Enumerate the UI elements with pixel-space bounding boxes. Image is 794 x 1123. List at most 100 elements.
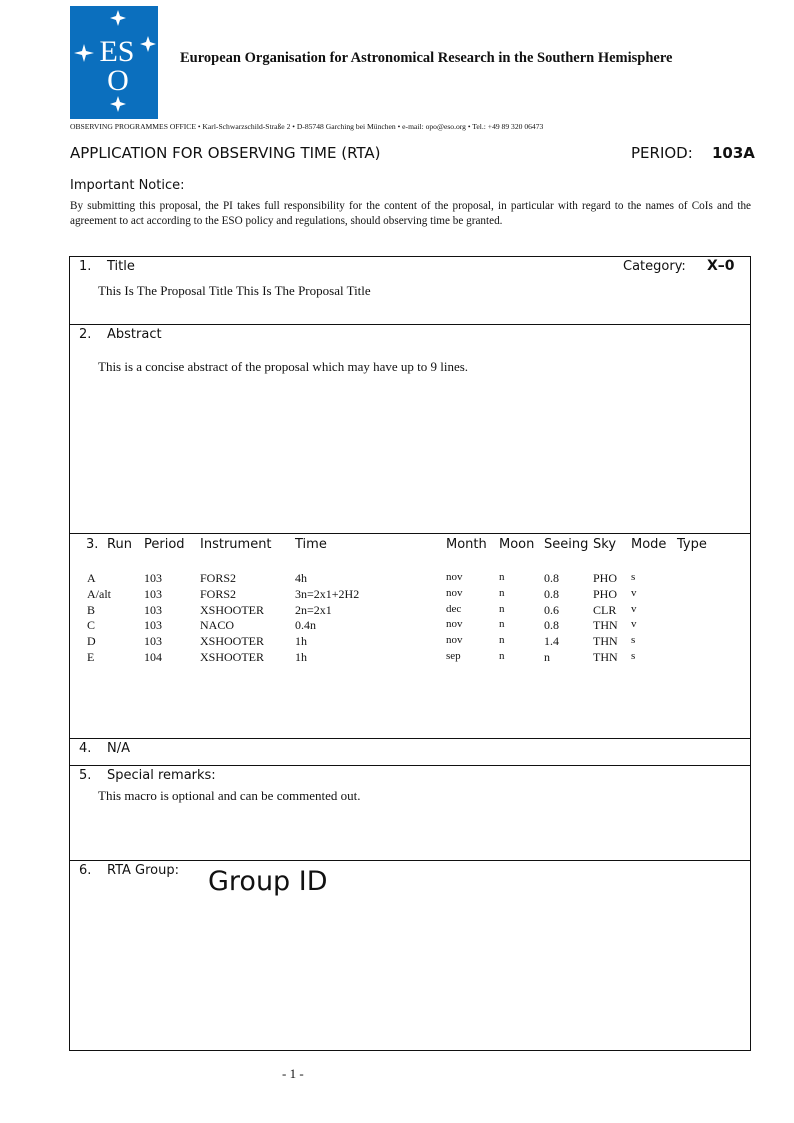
table-cell: v xyxy=(631,618,637,631)
table-cell: CLR xyxy=(593,602,617,617)
section-5-number: 5. xyxy=(79,768,92,783)
proposal-form-box xyxy=(69,256,751,1051)
column-header-moon: Moon xyxy=(499,537,535,552)
table-cell: PHO xyxy=(593,571,618,585)
table-cell: XSHOOTER xyxy=(200,634,265,649)
table-cell: FORS2 xyxy=(200,571,237,585)
table-cell: 0.8 xyxy=(544,618,559,633)
section-2-number: 2. xyxy=(79,327,92,342)
group-id: Group ID xyxy=(208,866,328,897)
table-cell: n xyxy=(499,571,505,583)
table-cell: 0.4n xyxy=(295,618,316,633)
column-header-period: Period xyxy=(144,537,185,552)
table-cell: 4h xyxy=(295,571,307,585)
column-header-sky: Sky xyxy=(593,537,617,552)
svg-text:O: O xyxy=(107,64,129,97)
table-cell: B xyxy=(87,602,96,617)
table-cell: n xyxy=(499,586,505,599)
table-cell: 103 xyxy=(144,602,162,617)
table-cell: v xyxy=(631,586,637,599)
notice-heading: Important Notice: xyxy=(70,178,185,193)
period-label: PERIOD: xyxy=(631,144,693,162)
table-cell: sep xyxy=(446,650,461,662)
divider xyxy=(69,738,751,739)
section-1-number: 1. xyxy=(79,259,92,274)
table-cell: 2n=2x1 xyxy=(295,602,332,617)
section-5-label: Special remarks: xyxy=(107,768,216,783)
section-6-label: RTA Group: xyxy=(107,863,180,878)
table-cell: nov xyxy=(446,586,463,599)
table-cell: 0.8 xyxy=(544,571,559,585)
table-cell: 0.6 xyxy=(544,602,559,617)
table-cell: THN xyxy=(593,618,618,633)
table-cell: 3n=2x1+2H2 xyxy=(295,586,360,601)
table-cell: 0.8 xyxy=(544,586,559,601)
table-cell: s xyxy=(631,650,636,662)
notice-text: By submitting this proposal, the PI take… xyxy=(70,200,751,227)
table-cell: XSHOOTER xyxy=(200,650,265,664)
section-2-label: Abstract xyxy=(107,327,162,342)
table-cell: 103 xyxy=(144,634,162,649)
table-cell: nov xyxy=(446,634,463,647)
eso-logo: ES O xyxy=(70,6,158,119)
abstract-text: This is a concise abstract of the propos… xyxy=(98,359,469,374)
office-address: OBSERVING PROGRAMMES OFFICE • Karl-Schwa… xyxy=(70,122,544,131)
proposal-title: This Is The Proposal Title This Is The P… xyxy=(98,283,371,298)
remarks-text: This macro is optional and can be commen… xyxy=(98,788,361,803)
table-cell: 103 xyxy=(144,571,162,585)
table-cell: 104 xyxy=(144,650,162,664)
table-cell: 1.4 xyxy=(544,634,559,649)
table-cell: dec xyxy=(446,602,462,615)
table-cell: E xyxy=(87,650,95,664)
column-header-instrument: Instrument xyxy=(200,537,272,552)
column-header-seeing: Seeing xyxy=(544,537,589,552)
divider xyxy=(69,324,751,325)
table-cell: s xyxy=(631,634,636,647)
section-1-label: Title xyxy=(107,259,135,274)
column-header-type: Type xyxy=(677,537,707,552)
table-cell: n xyxy=(544,650,550,664)
table-cell: s xyxy=(631,571,636,583)
table-cell: FORS2 xyxy=(200,586,237,601)
table-cell: THN xyxy=(593,650,618,664)
divider xyxy=(69,533,751,534)
table-cell: v xyxy=(631,602,637,615)
divider xyxy=(69,765,751,766)
table-cell: NACO xyxy=(200,618,235,633)
column-header-run: Run xyxy=(107,537,132,552)
table-cell: D xyxy=(87,634,96,649)
section-3-number: 3. xyxy=(86,537,99,552)
table-cell: n xyxy=(499,650,505,662)
section-4-label: N/A xyxy=(107,741,130,756)
eso-star-logo-icon: ES O xyxy=(74,10,156,112)
table-cell: PHO xyxy=(593,586,618,601)
table-cell: 103 xyxy=(144,618,162,633)
table-cell: nov xyxy=(446,618,463,631)
table-cell: C xyxy=(87,618,96,633)
table-cell: 1h xyxy=(295,634,307,649)
column-header-mode: Mode xyxy=(631,537,667,552)
table-cell: 1h xyxy=(295,650,307,664)
section-4-number: 4. xyxy=(79,741,92,756)
table-cell: n xyxy=(499,618,505,631)
table-cell: A xyxy=(87,571,96,585)
section-6-number: 6. xyxy=(79,863,92,878)
table-cell: XSHOOTER xyxy=(200,602,265,617)
column-header-month: Month xyxy=(446,537,487,552)
table-cell: n xyxy=(499,602,505,615)
form-title: APPLICATION FOR OBSERVING TIME (RTA) xyxy=(70,144,381,162)
period-value: 103A xyxy=(712,144,755,162)
table-cell: THN xyxy=(593,634,618,649)
column-header-time: Time xyxy=(295,537,327,552)
table-cell: n xyxy=(499,634,505,647)
table-cell: 103 xyxy=(144,586,162,601)
page-number: - 1 - xyxy=(282,1066,304,1081)
logo-text: ES xyxy=(99,35,134,68)
table-cell: nov xyxy=(446,571,463,583)
org-name: European Organisation for Astronomical R… xyxy=(180,50,673,66)
divider xyxy=(69,860,751,861)
category-value: X–0 xyxy=(707,258,735,274)
table-cell: A/alt xyxy=(87,586,111,601)
category-label: Category: xyxy=(623,259,686,274)
